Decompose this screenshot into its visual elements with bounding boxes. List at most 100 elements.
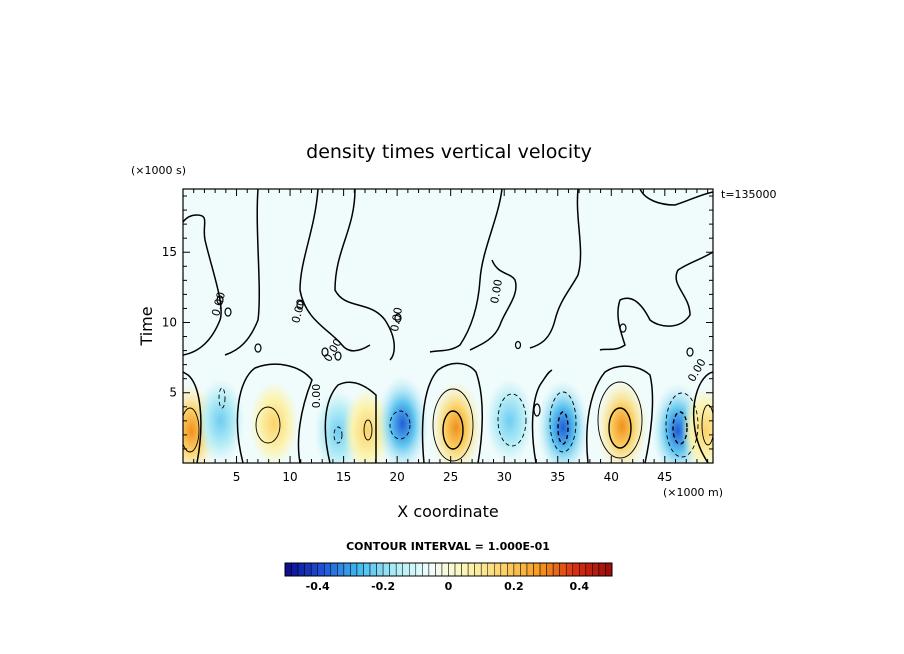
colorbar-bin [579, 562, 587, 577]
contour-01 [363, 419, 373, 441]
zero-contour [299, 189, 371, 352]
data-cell [250, 381, 299, 463]
colorbar-bin [585, 562, 593, 577]
colorbar-bin [500, 562, 508, 577]
zero-contour-loop [321, 347, 329, 357]
zero-contour [421, 362, 483, 463]
colorbar-bin [487, 562, 495, 577]
colorbar-bin [356, 562, 364, 577]
colorbar-bin [520, 562, 528, 577]
zero-contour [429, 189, 503, 353]
y-tick-label: 15 [162, 245, 177, 259]
colorbar-bin [507, 562, 515, 577]
colorbar-bin [480, 562, 488, 577]
contour-neg-01 [218, 387, 226, 409]
colorbar-bin [565, 562, 574, 577]
zero-contour [236, 363, 313, 463]
colorbar-bin [382, 562, 390, 577]
colorbar-bin [435, 562, 443, 577]
x-axis-label: X coordinate [397, 502, 498, 521]
contour-neg-02 [672, 411, 688, 445]
colorbar-bin [598, 562, 606, 577]
colorbar-bin [454, 562, 462, 577]
data-cell [485, 378, 534, 463]
chart-title: density times vertical velocity [306, 141, 592, 163]
contour-01 [432, 388, 474, 462]
colorbar-bin [552, 562, 560, 577]
x-tick-label: 45 [657, 470, 672, 484]
colorbar-bin [513, 562, 521, 577]
contour-label: 0.00 [488, 278, 505, 304]
colorbar-bin [572, 562, 580, 577]
data-cell [595, 378, 648, 463]
data-cell [376, 375, 429, 463]
zero-contour [224, 189, 261, 356]
colorbar-bin [533, 562, 541, 577]
colorbar-bin [369, 562, 377, 577]
y-tick-label: 5 [169, 386, 177, 400]
colorbar-bin [592, 562, 600, 577]
contour-02 [608, 407, 632, 449]
x-tick-label: 15 [336, 470, 351, 484]
zero-contour [639, 189, 713, 206]
zero-contour-loop [619, 323, 627, 333]
contour-label: 0.00 [310, 384, 323, 409]
x-tick-label: 5 [233, 470, 241, 484]
zero-contour [183, 371, 202, 463]
zero-contour-loop [216, 295, 224, 305]
colorbar-bin [376, 562, 384, 577]
x-tick-label: 10 [282, 470, 297, 484]
colorbar-bin [559, 562, 567, 577]
x-tick-label: 20 [390, 470, 405, 484]
zero-contour-loop [334, 351, 342, 361]
zero-contour-loop [394, 313, 402, 323]
zero-contour-loop [686, 347, 694, 357]
colorbar-bin [409, 562, 417, 577]
colorbar-bin [363, 562, 371, 577]
y-unit-label: (×1000 s) [131, 164, 186, 177]
colorbar-bin [343, 562, 351, 577]
contour-interval-text: CONTOUR INTERVAL = 1.000E-01 [346, 540, 550, 553]
colorbar-bin [395, 562, 403, 577]
contour-neg-01 [665, 392, 699, 458]
colorbar-frame [284, 562, 613, 577]
y-tick-label: 10 [162, 315, 177, 329]
x-tick-label: 25 [443, 470, 458, 484]
zero-contour [183, 214, 222, 356]
colorbar-bin [415, 562, 423, 577]
colorbar-bin [402, 562, 410, 577]
colorbar-bin [605, 562, 613, 577]
contour-label: 0.00 [289, 298, 308, 325]
zero-contour [599, 251, 713, 351]
data-cell [430, 379, 483, 463]
colorbar-bin [350, 562, 358, 577]
colorbar-tick-label: 0.4 [570, 580, 590, 593]
zero-contour [529, 189, 582, 349]
contour-label: 0.00 [209, 291, 228, 318]
zero-contour [324, 381, 377, 463]
contour-02 [442, 410, 464, 450]
contour-01 [597, 381, 643, 459]
colorbar-bin [317, 562, 325, 577]
colorbar-bin [337, 562, 345, 577]
contour-neg-01 [497, 393, 527, 447]
x-tick-label: 35 [550, 470, 565, 484]
colorbar-tick-label: -0.4 [306, 580, 330, 593]
x-ticks: 5 10 15 20 25 30 35 40 45 [193, 189, 709, 484]
colorbar-bin [422, 562, 430, 577]
x-unit-label: (×1000 m) [663, 486, 723, 499]
colorbar-bin [428, 562, 436, 577]
colorbar-bin [526, 562, 534, 577]
colorbar-bin [304, 562, 312, 577]
colorbar-bin [291, 562, 299, 577]
colorbar-tick-label: 0.2 [504, 580, 524, 593]
x-tick-label: 40 [604, 470, 619, 484]
colorbar-bin [297, 562, 305, 577]
contour-neg-02 [557, 411, 569, 445]
data-cells [183, 375, 713, 463]
colorbar-bin [284, 562, 292, 577]
zero-contour [586, 365, 654, 463]
y-ticks: 5 10 15 [162, 195, 713, 450]
colorbar-bin [539, 562, 547, 577]
